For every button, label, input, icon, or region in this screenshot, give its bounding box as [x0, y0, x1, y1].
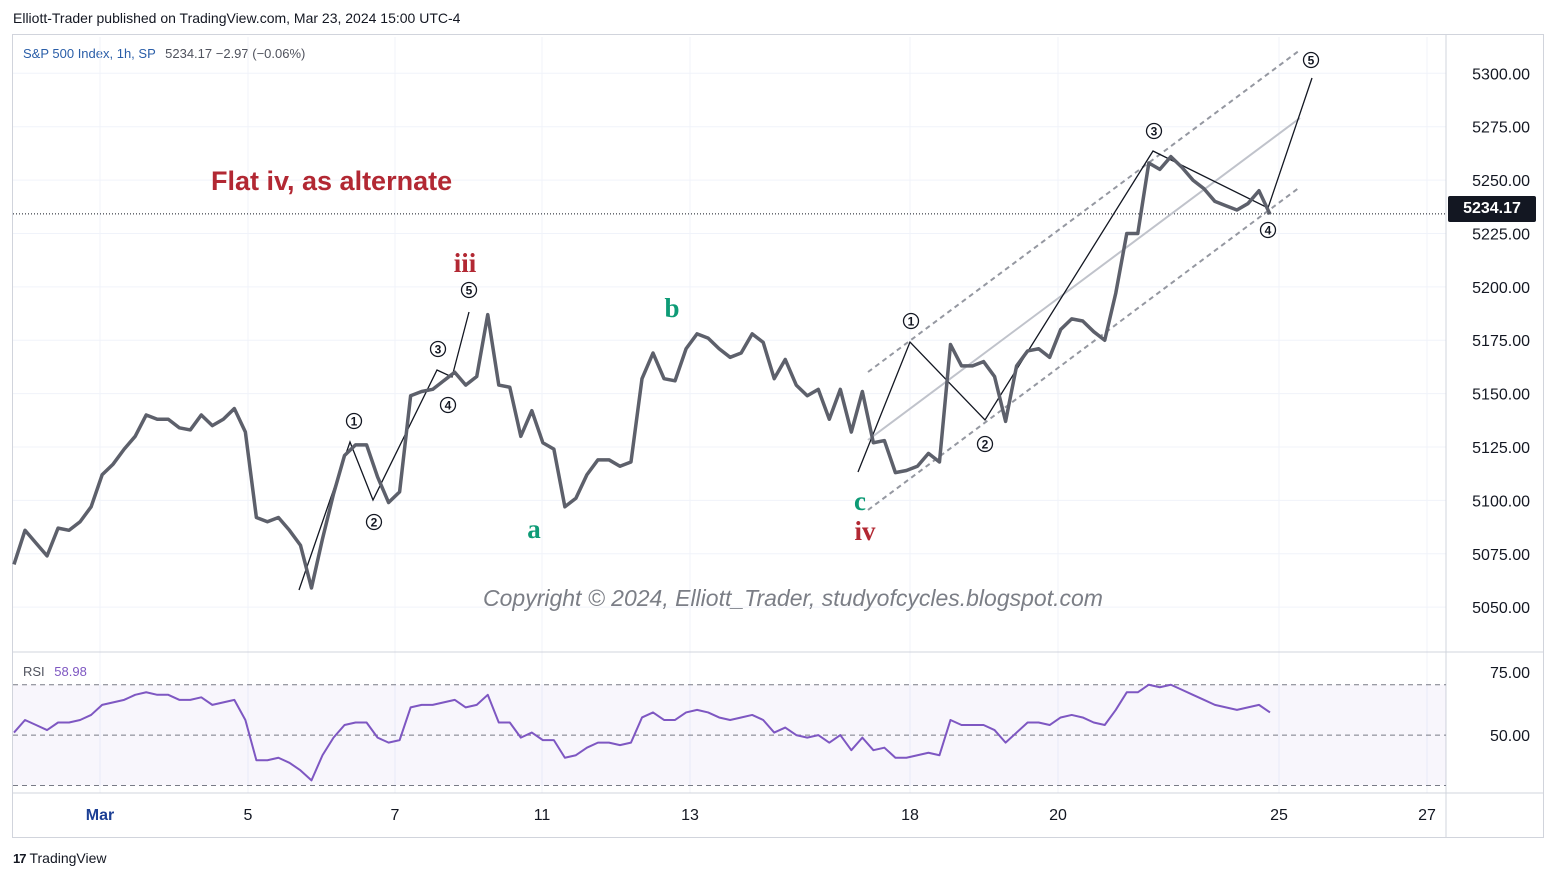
y-tick-label: 5225.00	[1472, 226, 1530, 243]
axis-ticks: Mar 5 7 11 13 18 20 25 275300.005275.005250.0052…	[86, 66, 1530, 824]
circle-marker	[460, 281, 478, 299]
wave-labels: iii iv a b c 1 2 3 4 5 1 2 3 4 5	[345, 51, 1320, 546]
circled-number: 3	[435, 343, 442, 357]
rsi-panel: 75.00 50.00	[13, 665, 1530, 786]
x-tick-label: Mar	[86, 807, 114, 824]
x-tick-label: 20	[1049, 807, 1067, 824]
wave-label-iii: iii	[454, 248, 477, 278]
y-tick-label: 5275.00	[1472, 120, 1530, 137]
circled-wave-3: 3	[1145, 122, 1163, 140]
circled-number: 2	[982, 438, 989, 452]
x-tick-label: 7	[391, 807, 400, 824]
rsi-name: RSI	[23, 664, 45, 679]
price-series	[12, 154, 1272, 590]
circled-wave-4: 4	[439, 396, 457, 414]
channel-median	[867, 117, 1301, 441]
x-tick-label: 18	[901, 807, 919, 824]
x-tick-label: 27	[1418, 807, 1436, 824]
wave-label-b: b	[664, 293, 679, 323]
circled-wave-2: 2	[976, 435, 994, 453]
circled-number: 3	[1151, 125, 1158, 139]
tradingview-logo-text: TradingView	[29, 850, 107, 866]
y-tick-label: 5050.00	[1472, 600, 1530, 617]
circle-marker	[345, 412, 363, 430]
circled-number: 5	[466, 284, 473, 298]
y-tick-label: 5200.00	[1472, 280, 1530, 297]
rsi-tick-label: 50.00	[1490, 728, 1530, 745]
price-line	[12, 154, 1272, 590]
copyright-watermark: Copyright © 2024, Elliott_Trader, studyo…	[483, 585, 1103, 611]
circle-marker	[439, 396, 457, 414]
circled-wave-3: 3	[429, 340, 447, 358]
circled-number: 1	[908, 315, 915, 329]
chart-frame	[12, 34, 1544, 838]
circle-marker	[1259, 221, 1277, 239]
y-tick-label: 5300.00	[1472, 66, 1530, 83]
grid-lines	[13, 35, 1543, 837]
circled-number: 1	[351, 415, 358, 429]
x-tick-label: 25	[1270, 807, 1288, 824]
wave-label-a: a	[527, 514, 541, 544]
channel-lower	[867, 186, 1301, 511]
y-tick-label: 5100.00	[1472, 493, 1530, 510]
circle-marker	[1302, 51, 1320, 69]
y-tick-label: 5175.00	[1472, 333, 1530, 350]
circle-marker	[365, 513, 383, 531]
circled-number: 5	[1308, 54, 1315, 68]
wave-label-c: c	[854, 486, 866, 516]
x-tick-label: 11	[534, 807, 551, 824]
last-price-tag: 5234.17	[1448, 196, 1536, 222]
circled-number: 2	[371, 516, 378, 530]
x-tick-label: 13	[681, 807, 699, 824]
symbol-legend[interactable]: S&P 500 Index, 1h, SP 5234.17 −2.97 (−0.…	[23, 46, 305, 61]
circled-wave-1: 1	[902, 312, 920, 330]
circle-marker	[1145, 122, 1163, 140]
circled-number: 4	[1265, 224, 1272, 238]
circled-wave-5: 5	[1302, 51, 1320, 69]
wave-v-path	[857, 77, 1313, 473]
circle-marker	[976, 435, 994, 453]
circle-marker	[429, 340, 447, 358]
tradingview-logo[interactable]: 17 TradingView	[13, 850, 107, 866]
chart-annotation-title: Flat iv, as alternate	[211, 166, 452, 196]
symbol-values: 5234.17 −2.97 (−0.06%)	[165, 46, 306, 61]
y-tick-label: 5075.00	[1472, 547, 1530, 564]
tradingview-logo-icon: 17	[13, 850, 27, 866]
y-tick-label: 5125.00	[1472, 440, 1530, 457]
symbol-name[interactable]: S&P 500 Index, 1h, SP	[23, 46, 156, 61]
circled-wave-2: 2	[365, 513, 383, 531]
rsi-line	[13, 683, 1271, 782]
circled-wave-5: 5	[460, 281, 478, 299]
rsi-tick-label: 75.00	[1490, 665, 1530, 682]
y-tick-label: 5250.00	[1472, 173, 1530, 190]
circled-number: 4	[445, 399, 452, 413]
rsi-legend[interactable]: RSI 58.98	[23, 664, 87, 679]
wave-label-iv: iv	[854, 516, 876, 546]
x-tick-label: 5	[244, 807, 253, 824]
y-tick-label: 5150.00	[1472, 387, 1530, 404]
publisher-line: Elliott-Trader published on TradingView.…	[13, 10, 461, 26]
circled-wave-4: 4	[1259, 221, 1277, 239]
circled-wave-1: 1	[345, 412, 363, 430]
rsi-value: 58.98	[54, 664, 87, 679]
circle-marker	[902, 312, 920, 330]
